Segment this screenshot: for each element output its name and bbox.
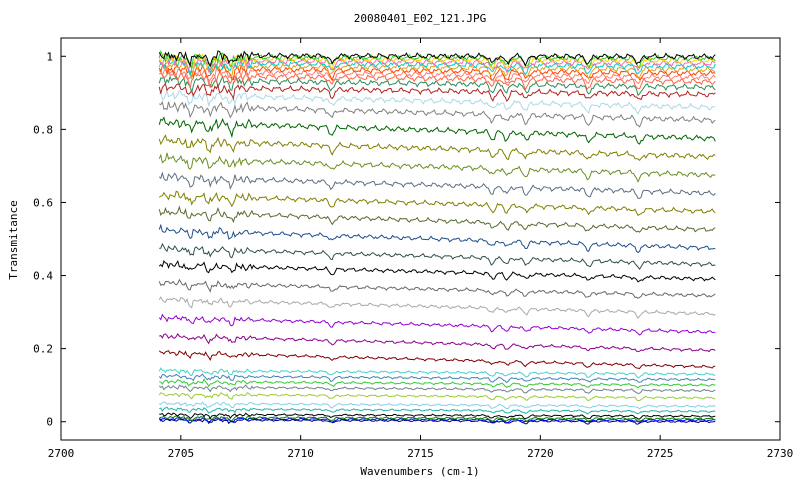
series-line	[158, 223, 716, 254]
series-line	[159, 242, 716, 271]
series-line	[158, 152, 716, 183]
series-line	[158, 401, 716, 410]
series-line	[158, 75, 716, 97]
x-axis-label: Wavenumbers (cm-1)	[360, 465, 479, 478]
series-line	[159, 417, 716, 425]
x-tick-label: 2725	[647, 447, 674, 460]
series-line	[158, 134, 716, 161]
series-line	[159, 412, 716, 420]
series-line	[158, 205, 716, 233]
chart-title: 20080401_E02_121.JPG	[354, 12, 486, 25]
series-line	[158, 367, 716, 379]
series-line	[159, 378, 716, 389]
x-tick-label: 2720	[527, 447, 554, 460]
series-line	[159, 89, 716, 115]
series-line	[158, 391, 716, 402]
series-line	[158, 313, 716, 336]
series-line	[158, 116, 716, 145]
series-line	[158, 100, 716, 128]
y-tick-label: 0.4	[33, 270, 53, 283]
series-line	[158, 190, 716, 217]
axes-layer: 2700 2705 2710 2715 2720 2725 2730 0 0.2 0.4 0.6 0.…	[33, 38, 793, 460]
series-line	[158, 278, 716, 299]
series-line	[159, 333, 716, 353]
x-tick-label: 2715	[407, 447, 434, 460]
y-tick-label: 0	[46, 416, 53, 429]
series-line	[159, 54, 716, 74]
series-line	[159, 406, 716, 415]
series-line	[158, 296, 716, 319]
series-line	[158, 171, 716, 199]
y-tick-label: 0.8	[33, 123, 53, 136]
y-tick-label: 0.2	[33, 343, 53, 356]
series-line	[158, 50, 716, 68]
series-line	[158, 415, 716, 423]
series-line	[158, 373, 716, 384]
series-line	[158, 259, 716, 283]
series-line	[158, 49, 716, 70]
series-layer	[158, 49, 716, 425]
x-tick-label: 2700	[48, 447, 75, 460]
x-tick-label: 2710	[287, 447, 314, 460]
y-tick-label: 0.6	[33, 196, 53, 209]
series-line	[158, 350, 716, 370]
series-line	[158, 63, 716, 82]
y-tick-label: 1	[46, 50, 53, 63]
series-line	[158, 416, 716, 424]
series-line	[158, 82, 716, 102]
series-line	[159, 68, 716, 91]
y-axis-label: Transmitance	[7, 200, 20, 279]
x-tick-label: 2730	[767, 447, 794, 460]
x-tick-label: 2705	[168, 447, 195, 460]
series-line	[158, 64, 716, 87]
series-line	[158, 384, 716, 394]
